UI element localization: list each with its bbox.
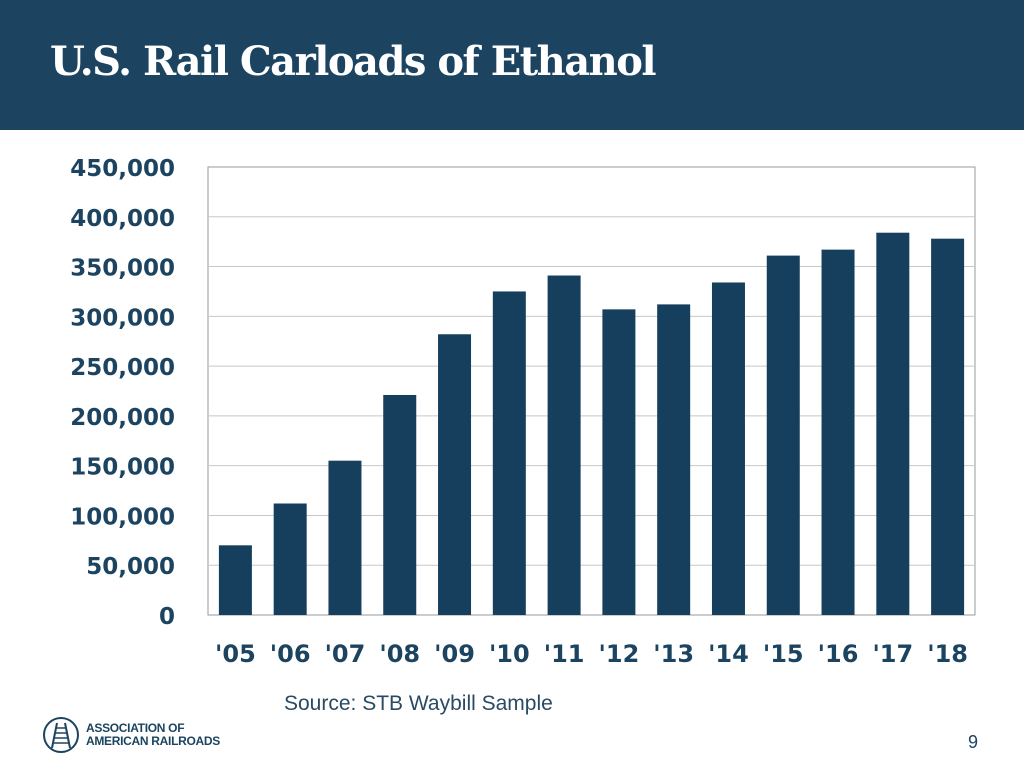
slide-title: U.S. Rail Carloads of Ethanol <box>50 38 657 85</box>
x-tick-label: '14 <box>708 640 749 668</box>
title-banner: U.S. Rail Carloads of Ethanol <box>0 0 1024 130</box>
bar <box>876 232 910 615</box>
y-tick-label: 250,000 <box>70 355 175 381</box>
plot-frame <box>207 166 976 616</box>
aar-logo: ASSOCIATION OF AMERICAN RAILROADS <box>42 716 220 754</box>
x-tick-label: '07 <box>325 640 366 668</box>
bar <box>328 460 362 615</box>
y-tick-label: 450,000 <box>70 156 175 182</box>
x-tick-label: '17 <box>872 640 913 668</box>
bar <box>383 394 417 615</box>
y-tick-label: 300,000 <box>70 305 175 331</box>
bar <box>602 309 636 615</box>
y-tick-label: 200,000 <box>70 405 175 431</box>
y-tick-label: 150,000 <box>70 455 175 481</box>
bar <box>657 304 691 615</box>
y-tick-label: 400,000 <box>70 206 175 232</box>
x-tick-label: '05 <box>215 640 256 668</box>
bar <box>547 275 581 615</box>
x-tick-label: '15 <box>763 640 804 668</box>
bar <box>766 255 800 616</box>
x-tick-label: '08 <box>379 640 420 668</box>
x-tick-label: '16 <box>818 640 859 668</box>
page-number: 9 <box>968 732 979 752</box>
bar-chart: 0 50,000 100,000 150,000 200,000 250,000 300,0… <box>70 156 976 668</box>
x-tick-label: '11 <box>544 640 585 668</box>
y-tick-label: 50,000 <box>86 554 175 580</box>
x-tick-label: '18 <box>927 640 968 668</box>
bar <box>438 334 472 615</box>
logo-wordmark: ASSOCIATION OF AMERICAN RAILROADS <box>86 722 220 748</box>
x-tick-label: '09 <box>434 640 475 668</box>
railroad-track-icon <box>43 717 79 753</box>
y-tick-label: 100,000 <box>70 504 175 530</box>
bar <box>218 545 252 615</box>
source-note: Source: STB Waybill Sample <box>284 692 553 715</box>
logo-line-1: ASSOCIATION OF <box>86 721 185 735</box>
x-tick-label: '06 <box>270 640 311 668</box>
x-tick-label: '13 <box>653 640 694 668</box>
x-tick-label: '12 <box>599 640 640 668</box>
bar <box>711 282 745 615</box>
y-tick-label: 350,000 <box>70 256 175 282</box>
bar <box>492 291 526 615</box>
x-tick-label: '10 <box>489 640 530 668</box>
bar <box>273 503 307 615</box>
y-tick-label: 0 <box>159 604 175 630</box>
bar <box>931 238 965 615</box>
bar <box>821 249 855 615</box>
logo-line-2: AMERICAN RAILROADS <box>86 734 220 748</box>
